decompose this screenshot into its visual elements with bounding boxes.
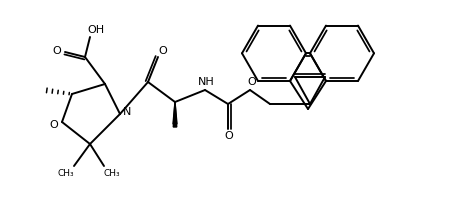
Text: OH: OH (88, 25, 104, 35)
Text: O: O (50, 120, 58, 130)
Text: CH₃: CH₃ (58, 168, 74, 178)
Text: N: N (123, 107, 131, 117)
Polygon shape (173, 102, 177, 124)
Text: O: O (248, 77, 256, 87)
Text: NH: NH (197, 77, 214, 87)
Polygon shape (173, 102, 177, 127)
Text: O: O (52, 46, 61, 56)
Text: O: O (225, 131, 234, 141)
Text: CH₃: CH₃ (104, 168, 120, 178)
Text: O: O (159, 46, 168, 56)
